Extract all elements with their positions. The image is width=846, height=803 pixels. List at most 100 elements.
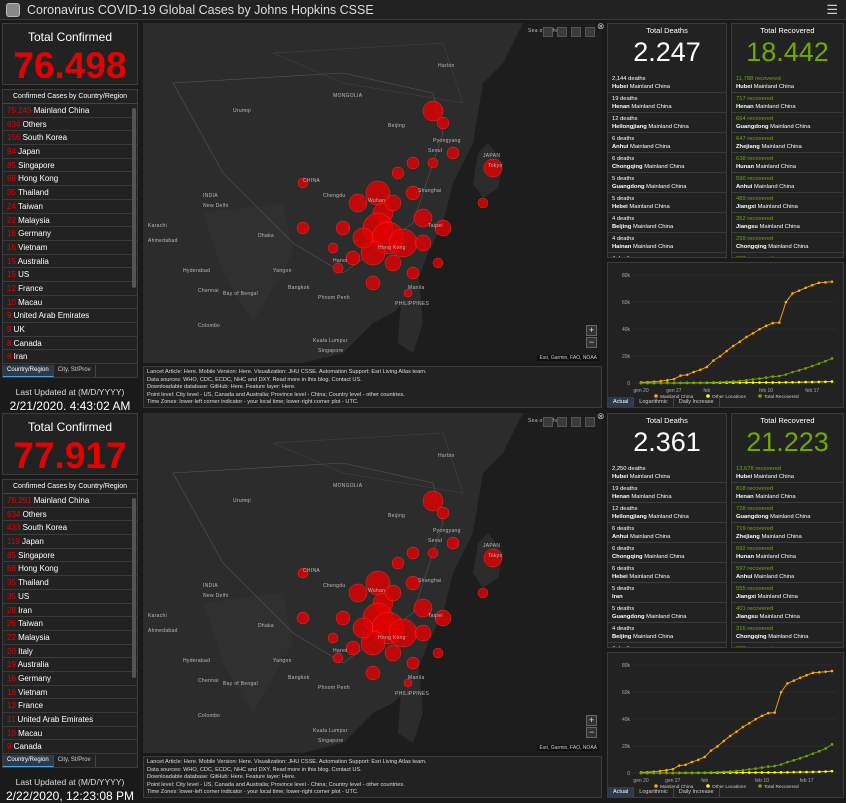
country-row[interactable]: 12 France <box>3 282 137 296</box>
deaths-row[interactable]: 6 deaths Chongqing Mainland China <box>608 153 726 173</box>
zoom-out-button[interactable]: − <box>586 337 597 348</box>
basemap-icon[interactable] <box>585 27 595 37</box>
country-row[interactable]: 10 Macau <box>3 727 137 741</box>
recovered-row[interactable]: 302 recovered <box>732 643 843 647</box>
recovered-row[interactable]: 401 recovered Jiangsu Mainland China <box>732 603 843 623</box>
country-row[interactable]: 28 Iran <box>3 604 137 618</box>
country-row[interactable]: 75.245 Mainland China <box>3 104 137 118</box>
country-row[interactable]: 8 Iran <box>3 350 137 365</box>
close-icon[interactable]: ⊗ <box>597 21 605 31</box>
country-row[interactable]: 9 Canada <box>3 740 137 755</box>
chart-tab[interactable]: Actual <box>608 397 635 407</box>
country-row[interactable]: 12 France <box>3 699 137 713</box>
deaths-row[interactable]: 6 deaths Chongqing Mainland China <box>608 543 726 563</box>
country-row[interactable]: 16 Germany <box>3 672 137 686</box>
country-row[interactable]: 22 Malaysia <box>3 631 137 645</box>
chart-tab[interactable]: Daily Increase <box>674 787 720 797</box>
map-panel[interactable]: MONGOLIA CHINA JAPAN INDIA Seoul Beijing Tokyo… <box>143 23 602 363</box>
country-row[interactable]: 9 UK <box>3 323 137 337</box>
recovered-row[interactable]: 590 recovered Anhui Mainland China <box>732 173 843 193</box>
deaths-row[interactable]: 19 deaths Henan Mainland China <box>608 483 726 503</box>
basemap-icon[interactable] <box>585 417 595 427</box>
deaths-row[interactable]: 4 deaths Beijing Mainland China <box>608 213 726 233</box>
deaths-row[interactable]: 6 deaths Anhui Mainland China <box>608 523 726 543</box>
list-icon[interactable] <box>557 417 567 427</box>
country-row[interactable]: 10 Macau <box>3 296 137 310</box>
country-row[interactable]: 35 US <box>3 590 137 604</box>
deaths-row[interactable]: 4 deaths <box>608 643 726 647</box>
recovered-row[interactable]: 555 recovered Jiangxi Mainland China <box>732 583 843 603</box>
bookmarks-icon[interactable] <box>543 27 553 37</box>
country-row[interactable]: 634 Others <box>3 508 137 522</box>
country-row[interactable]: 68 Hong Kong <box>3 172 137 187</box>
chart-tab[interactable]: Logarithmic <box>634 397 674 407</box>
recovered-row[interactable]: 818 recovered Henan Mainland China <box>732 483 843 503</box>
recovered-row[interactable]: 13,678 recovered Hubei Mainland China <box>732 463 843 483</box>
tab-city-province[interactable]: City, St/Prov <box>54 755 96 767</box>
country-row[interactable]: 11 United Arab Emirates <box>3 713 137 727</box>
country-row[interactable]: 35 Thailand <box>3 186 137 200</box>
deaths-row[interactable]: 6 deaths Anhui Mainland China <box>608 133 726 153</box>
country-row[interactable]: 433 South Korea <box>3 521 137 536</box>
recovered-row[interactable]: 647 recovered Zhejiang Mainland China <box>732 133 843 153</box>
country-row[interactable]: 16 Vietnam <box>3 241 137 255</box>
country-row[interactable]: 16 Vietnam <box>3 686 137 700</box>
menu-icon[interactable]: ☰ <box>826 2 838 17</box>
country-row[interactable]: 76.291 Mainland China <box>3 494 137 508</box>
recovered-row[interactable]: 597 recovered Anhui Mainland China <box>732 563 843 583</box>
recovered-row[interactable]: 719 recovered Zhejiang Mainland China <box>732 523 843 543</box>
recovered-row[interactable]: 664 recovered Guangdong Mainland China <box>732 113 843 133</box>
chart-tab[interactable]: Actual <box>608 787 635 797</box>
country-list-scrollbar[interactable] <box>132 108 136 288</box>
chart-tab[interactable]: Logarithmic <box>634 787 674 797</box>
tab-city-province[interactable]: City, St/Prov <box>54 365 96 377</box>
bookmarks-icon[interactable] <box>543 417 553 427</box>
recovered-row[interactable]: 717 recovered Henan Mainland China <box>732 93 843 113</box>
list-icon[interactable] <box>557 27 567 37</box>
country-row[interactable]: 20 Italy <box>3 645 137 659</box>
tab-country-region[interactable]: Country/Region <box>3 755 54 767</box>
country-list-scrollbar[interactable] <box>132 498 136 678</box>
chart-tab[interactable]: Daily Increase <box>674 397 720 407</box>
country-row[interactable]: 35 Thailand <box>3 576 137 590</box>
country-row[interactable]: 85 Singapore <box>3 549 137 563</box>
country-row[interactable]: 68 Hong Kong <box>3 562 137 577</box>
country-row[interactable]: 9 United Arab Emirates <box>3 309 137 323</box>
country-row[interactable]: 156 South Korea <box>3 131 137 146</box>
deaths-row[interactable]: 5 deaths Hebei Mainland China <box>608 193 726 213</box>
zoom-in-button[interactable]: + <box>586 325 597 336</box>
layers-icon[interactable] <box>571 27 581 37</box>
map-panel[interactable]: MONGOLIA CHINA JAPAN INDIA Seoul Beijing Tokyo… <box>143 413 602 753</box>
deaths-row[interactable]: 5 deaths Guangdong Mainland China <box>608 603 726 623</box>
zoom-out-button[interactable]: − <box>586 727 597 738</box>
country-row[interactable]: 19 Australia <box>3 658 137 672</box>
deaths-row[interactable]: 12 deaths Heilongjiang Mainland China <box>608 503 726 523</box>
deaths-row[interactable]: 2,144 deaths Hubei Mainland China <box>608 73 726 93</box>
country-row[interactable]: 15 Australia <box>3 255 137 269</box>
recovered-row[interactable]: 638 recovered Hunan Mainland China <box>732 153 843 173</box>
deaths-row[interactable]: 6 deaths Hebei Mainland China <box>608 563 726 583</box>
recovered-row[interactable]: 299 recovered Chongqing Mainland China <box>732 233 843 253</box>
recovered-row[interactable]: 270 recovered <box>732 253 843 257</box>
layers-icon[interactable] <box>571 417 581 427</box>
country-row[interactable]: 94 Japan <box>3 145 137 159</box>
country-row[interactable]: 15 US <box>3 268 137 282</box>
country-row[interactable]: 24 Taiwan <box>3 200 137 214</box>
recovered-row[interactable]: 316 recovered Chongqing Mainland China <box>732 623 843 643</box>
country-row[interactable]: 8 Canada <box>3 337 137 351</box>
deaths-row[interactable]: 19 deaths Henan Mainland China <box>608 93 726 113</box>
deaths-row[interactable]: 4 deaths Beijing Mainland China <box>608 623 726 643</box>
recovered-row[interactable]: 11,788 recovered Hubei Mainland China <box>732 73 843 93</box>
country-row[interactable]: 634 Others <box>3 118 137 132</box>
zoom-in-button[interactable]: + <box>586 715 597 726</box>
recovered-row[interactable]: 728 recovered Guangdong Mainland China <box>732 503 843 523</box>
country-row[interactable]: 85 Singapore <box>3 159 137 173</box>
country-row[interactable]: 16 Germany <box>3 227 137 241</box>
country-row[interactable]: 119 Japan <box>3 535 137 549</box>
deaths-row[interactable]: 5 deaths Iran <box>608 583 726 603</box>
close-icon[interactable]: ⊗ <box>597 411 605 421</box>
country-row[interactable]: 22 Malaysia <box>3 214 137 228</box>
recovered-row[interactable]: 692 recovered Hunan Mainland China <box>732 543 843 563</box>
deaths-row[interactable]: 4 deaths Hainan Mainland China <box>608 233 726 253</box>
recovered-row[interactable]: 489 recovered Jiangxi Mainland China <box>732 193 843 213</box>
